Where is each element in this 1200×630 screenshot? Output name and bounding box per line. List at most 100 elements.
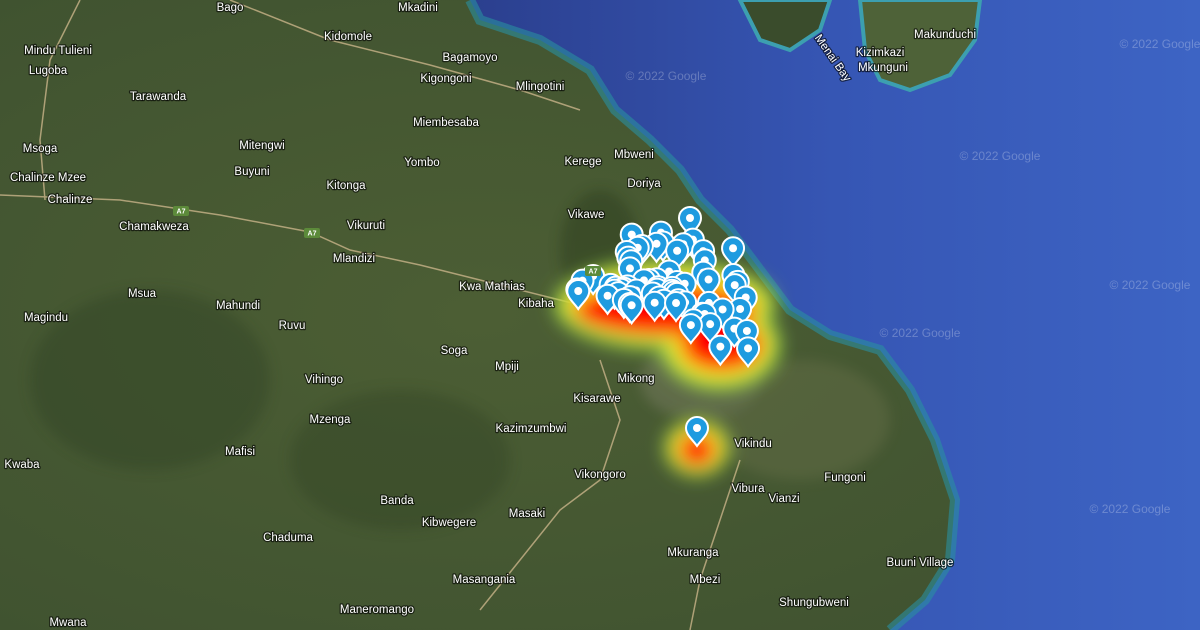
place-label: Lugoba	[29, 65, 68, 77]
road-shield	[585, 266, 601, 276]
road-shield	[173, 206, 189, 216]
place-label: Fungoni	[824, 472, 866, 484]
place-label: Yombo	[404, 157, 439, 169]
marker[interactable]	[678, 313, 703, 345]
place-label: Vikawe	[568, 209, 605, 221]
place-label: Kerege	[564, 156, 601, 168]
place-label: Masaki	[509, 508, 545, 520]
place-label: Vikongoro	[574, 469, 626, 481]
marker[interactable]	[566, 279, 591, 311]
place-label: Kazimzumbwi	[496, 423, 567, 435]
marker[interactable]	[684, 416, 710, 448]
marker-dot	[693, 424, 701, 432]
place-label: Mindu Tulieni	[24, 45, 92, 57]
place-label: Mbweni	[614, 149, 654, 161]
road-label: A7	[589, 269, 598, 276]
place-label: Magindu	[24, 312, 68, 324]
place-label: Buuni Village	[887, 557, 954, 569]
marker-dot	[706, 320, 715, 329]
place-label: Chaduma	[263, 532, 313, 544]
place-label: Kibwegere	[422, 517, 476, 529]
marker[interactable]	[619, 293, 644, 326]
place-label: Kwaba	[4, 459, 40, 471]
marker-dot	[742, 326, 751, 335]
road-label: A7	[308, 231, 317, 238]
marker[interactable]	[664, 291, 689, 323]
place-label: Kwa Mathias	[459, 281, 525, 293]
place-label: Kitonga	[326, 180, 366, 192]
marker-dot	[672, 299, 681, 308]
watermark: © 2022 Google	[626, 69, 707, 83]
marker-dot	[650, 298, 659, 307]
marker[interactable]	[708, 334, 733, 367]
place-label: Maneromango	[340, 604, 414, 616]
marker-dot	[686, 214, 694, 222]
place-label: Kigongoni	[420, 73, 471, 85]
watermark: © 2022 Google	[960, 149, 1041, 163]
place-label: Doriya	[627, 178, 661, 190]
road-shield	[304, 228, 320, 238]
place-label: Mlingotini	[516, 81, 565, 93]
place-label: Mkadini	[398, 2, 438, 14]
place-label: Bago	[217, 2, 244, 14]
place-label: Mkunguni	[858, 62, 908, 74]
watermark: © 2022 Google	[1110, 278, 1191, 292]
marker-dot	[603, 291, 612, 300]
place-label: Mbezi	[690, 574, 721, 586]
place-label: Mlandizi	[333, 253, 375, 265]
place-label: Mahundi	[216, 300, 260, 312]
coast	[465, 0, 961, 630]
marker[interactable]	[696, 267, 721, 300]
place-label: Kibaha	[518, 298, 554, 310]
road-label: A7	[177, 209, 186, 216]
marker-dot	[652, 239, 661, 248]
place-label: Kisarawe	[573, 393, 620, 405]
marker[interactable]	[736, 336, 761, 369]
marker-dot	[718, 305, 727, 314]
place-label: Makunduchi	[914, 29, 976, 41]
marker-dot	[625, 264, 634, 273]
place-label: Ruvu	[279, 320, 306, 332]
marker[interactable]	[698, 312, 723, 344]
place-label: Shungubweni	[779, 597, 849, 609]
island	[857, 0, 983, 93]
marker[interactable]	[642, 290, 667, 323]
place-label: Mikong	[617, 373, 654, 385]
place-label: Vihingo	[305, 374, 343, 386]
place-label: Msoga	[23, 143, 58, 155]
roads	[0, 0, 741, 630]
marker[interactable]	[721, 236, 746, 269]
watermark: © 2022 Google	[1120, 37, 1200, 51]
watermark: © 2022 Google	[880, 326, 961, 340]
place-label: Chalinze Mzee	[10, 172, 86, 184]
island	[737, 0, 833, 53]
marker-dot	[627, 301, 636, 310]
place-label: Vikuruti	[347, 220, 385, 232]
place-label: Miembesaba	[413, 117, 479, 129]
place-label: Kidomole	[324, 31, 372, 43]
marker-dot	[686, 321, 695, 330]
marker-dot	[744, 344, 753, 353]
marker-dot	[574, 287, 583, 296]
place-label: Mzenga	[310, 414, 352, 426]
marker-dot	[716, 342, 725, 351]
place-label: Mafisi	[225, 446, 255, 458]
marker-dot	[729, 244, 738, 253]
place-label: Chamakweza	[119, 221, 189, 233]
place-label: Vianzi	[768, 493, 799, 505]
place-label: Vibura	[731, 483, 765, 495]
place-label: Mwana	[49, 617, 87, 629]
place-label: Chalinze	[48, 194, 93, 206]
place-label: Mitengwi	[239, 140, 284, 152]
place-label: Banda	[380, 495, 414, 507]
place-label: Mpiji	[495, 361, 519, 373]
marker-dot	[730, 281, 739, 290]
place-label: Soga	[441, 345, 468, 357]
markers	[565, 206, 761, 448]
place-label: Bagamoyo	[443, 52, 498, 64]
marker-dot	[704, 275, 713, 284]
place-label: Kizimkazi	[856, 47, 905, 59]
watermark: © 2022 Google	[1090, 502, 1171, 516]
place-label: Msua	[128, 288, 157, 300]
